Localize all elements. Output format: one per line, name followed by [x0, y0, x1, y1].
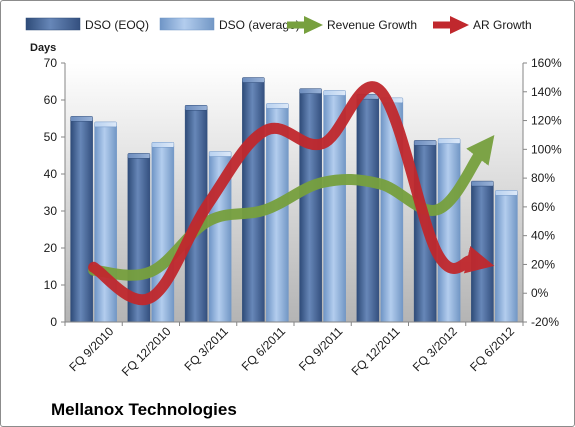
- line-revenue-growth: [88, 134, 495, 281]
- y-tick-label-left: 20: [44, 241, 58, 255]
- y-tick-label-right: 40%: [531, 229, 555, 243]
- bar-top-dso-average: [151, 142, 175, 148]
- x-tick-label: FQ 6/2011: [239, 324, 289, 374]
- y-tick-label-right: 60%: [531, 200, 555, 214]
- y-tick-label-right: 0%: [531, 286, 549, 300]
- bar-dso-eoq: [356, 97, 380, 323]
- x-tick-label: FQ 12/2011: [349, 324, 403, 378]
- legend-arrow-revenue-growth: [304, 16, 323, 34]
- bar-top-dso-eoq: [299, 88, 322, 94]
- chart-title: Mellanox Technologies: [51, 400, 237, 419]
- bar-dso-eoq: [242, 81, 265, 323]
- bar-top-dso-average: [437, 138, 461, 144]
- bar-top-dso-average: [266, 103, 289, 109]
- y-axis-title: Days: [30, 42, 56, 54]
- legend: DSO (EOQ) DSO (average) Revenue Growth A…: [25, 16, 532, 34]
- y-tick-label-left: 30: [44, 204, 58, 218]
- legend-item-dso-average: DSO (average): [159, 17, 300, 32]
- x-tick-label: FQ 12/2010: [119, 324, 174, 379]
- bar-top-dso-eoq: [242, 77, 265, 83]
- y-tick-label-right: 140%: [531, 85, 562, 99]
- legend-item-revenue-growth: Revenue Growth: [287, 16, 417, 34]
- legend-item-dso-eoq: DSO (EOQ): [25, 17, 149, 32]
- bar-dso-average: [94, 125, 117, 323]
- y-tick-label-left: 0: [50, 315, 57, 329]
- bar-dso-average: [437, 142, 461, 323]
- y-tick-label-right: -20%: [531, 315, 559, 329]
- legend-swatch-dso-eoq: [25, 17, 81, 31]
- x-tick-label: FQ 3/2011: [182, 324, 232, 374]
- y-tick-label-right: 80%: [531, 171, 555, 185]
- legend-arrow-ar-growth: [450, 16, 469, 34]
- legend-swatch-dso-average: [159, 17, 215, 31]
- legend-label-dso-eoq: DSO (EOQ): [85, 18, 149, 32]
- bar-top-dso-average: [323, 90, 346, 96]
- legend-label-revenue-growth: Revenue Growth: [327, 18, 417, 32]
- bar-top-dso-eoq: [70, 116, 93, 122]
- y-tick-label-left: 60: [44, 93, 58, 107]
- bar-dso-average: [495, 194, 518, 323]
- x-tick-label: FQ 9/2010: [66, 324, 116, 374]
- bar-top-dso-average: [208, 151, 232, 157]
- lines-layer: [88, 81, 495, 306]
- bar-top-dso-average: [94, 121, 117, 128]
- y-tick-label-right: 120%: [531, 114, 562, 128]
- line-ar-growth: [88, 81, 495, 306]
- bar-dso-eoq: [299, 92, 322, 323]
- legend-label-dso-average: DSO (average): [219, 18, 300, 32]
- bar-top-dso-eoq: [184, 105, 208, 111]
- bar-top-dso-eoq: [471, 180, 494, 187]
- y-tick-label-right: 100%: [531, 142, 562, 156]
- y-tick-label-left: 10: [44, 278, 58, 292]
- x-tick-label: FQ 3/2012: [410, 324, 460, 374]
- bar-dso-eoq: [70, 120, 93, 323]
- legend-label-ar-growth: AR Growth: [473, 18, 532, 32]
- y-tick-label-left: 70: [44, 56, 58, 70]
- y-tick-label-right: 160%: [531, 56, 562, 70]
- bar-top-dso-average: [495, 190, 518, 196]
- legend-item-ar-growth: AR Growth: [433, 16, 532, 34]
- bar-top-dso-eoq: [413, 140, 437, 146]
- y-tick-label-right: 20%: [531, 257, 555, 271]
- y-tick-label-left: 40: [44, 167, 58, 181]
- x-tick-label: FQ 9/2011: [296, 324, 346, 374]
- x-tick-label: FQ 6/2012: [467, 324, 517, 374]
- bar-dso-eoq: [471, 184, 494, 323]
- bar-top-dso-eoq: [127, 153, 151, 159]
- bar-dso-average: [266, 107, 289, 323]
- y-tick-label-left: 50: [44, 130, 58, 144]
